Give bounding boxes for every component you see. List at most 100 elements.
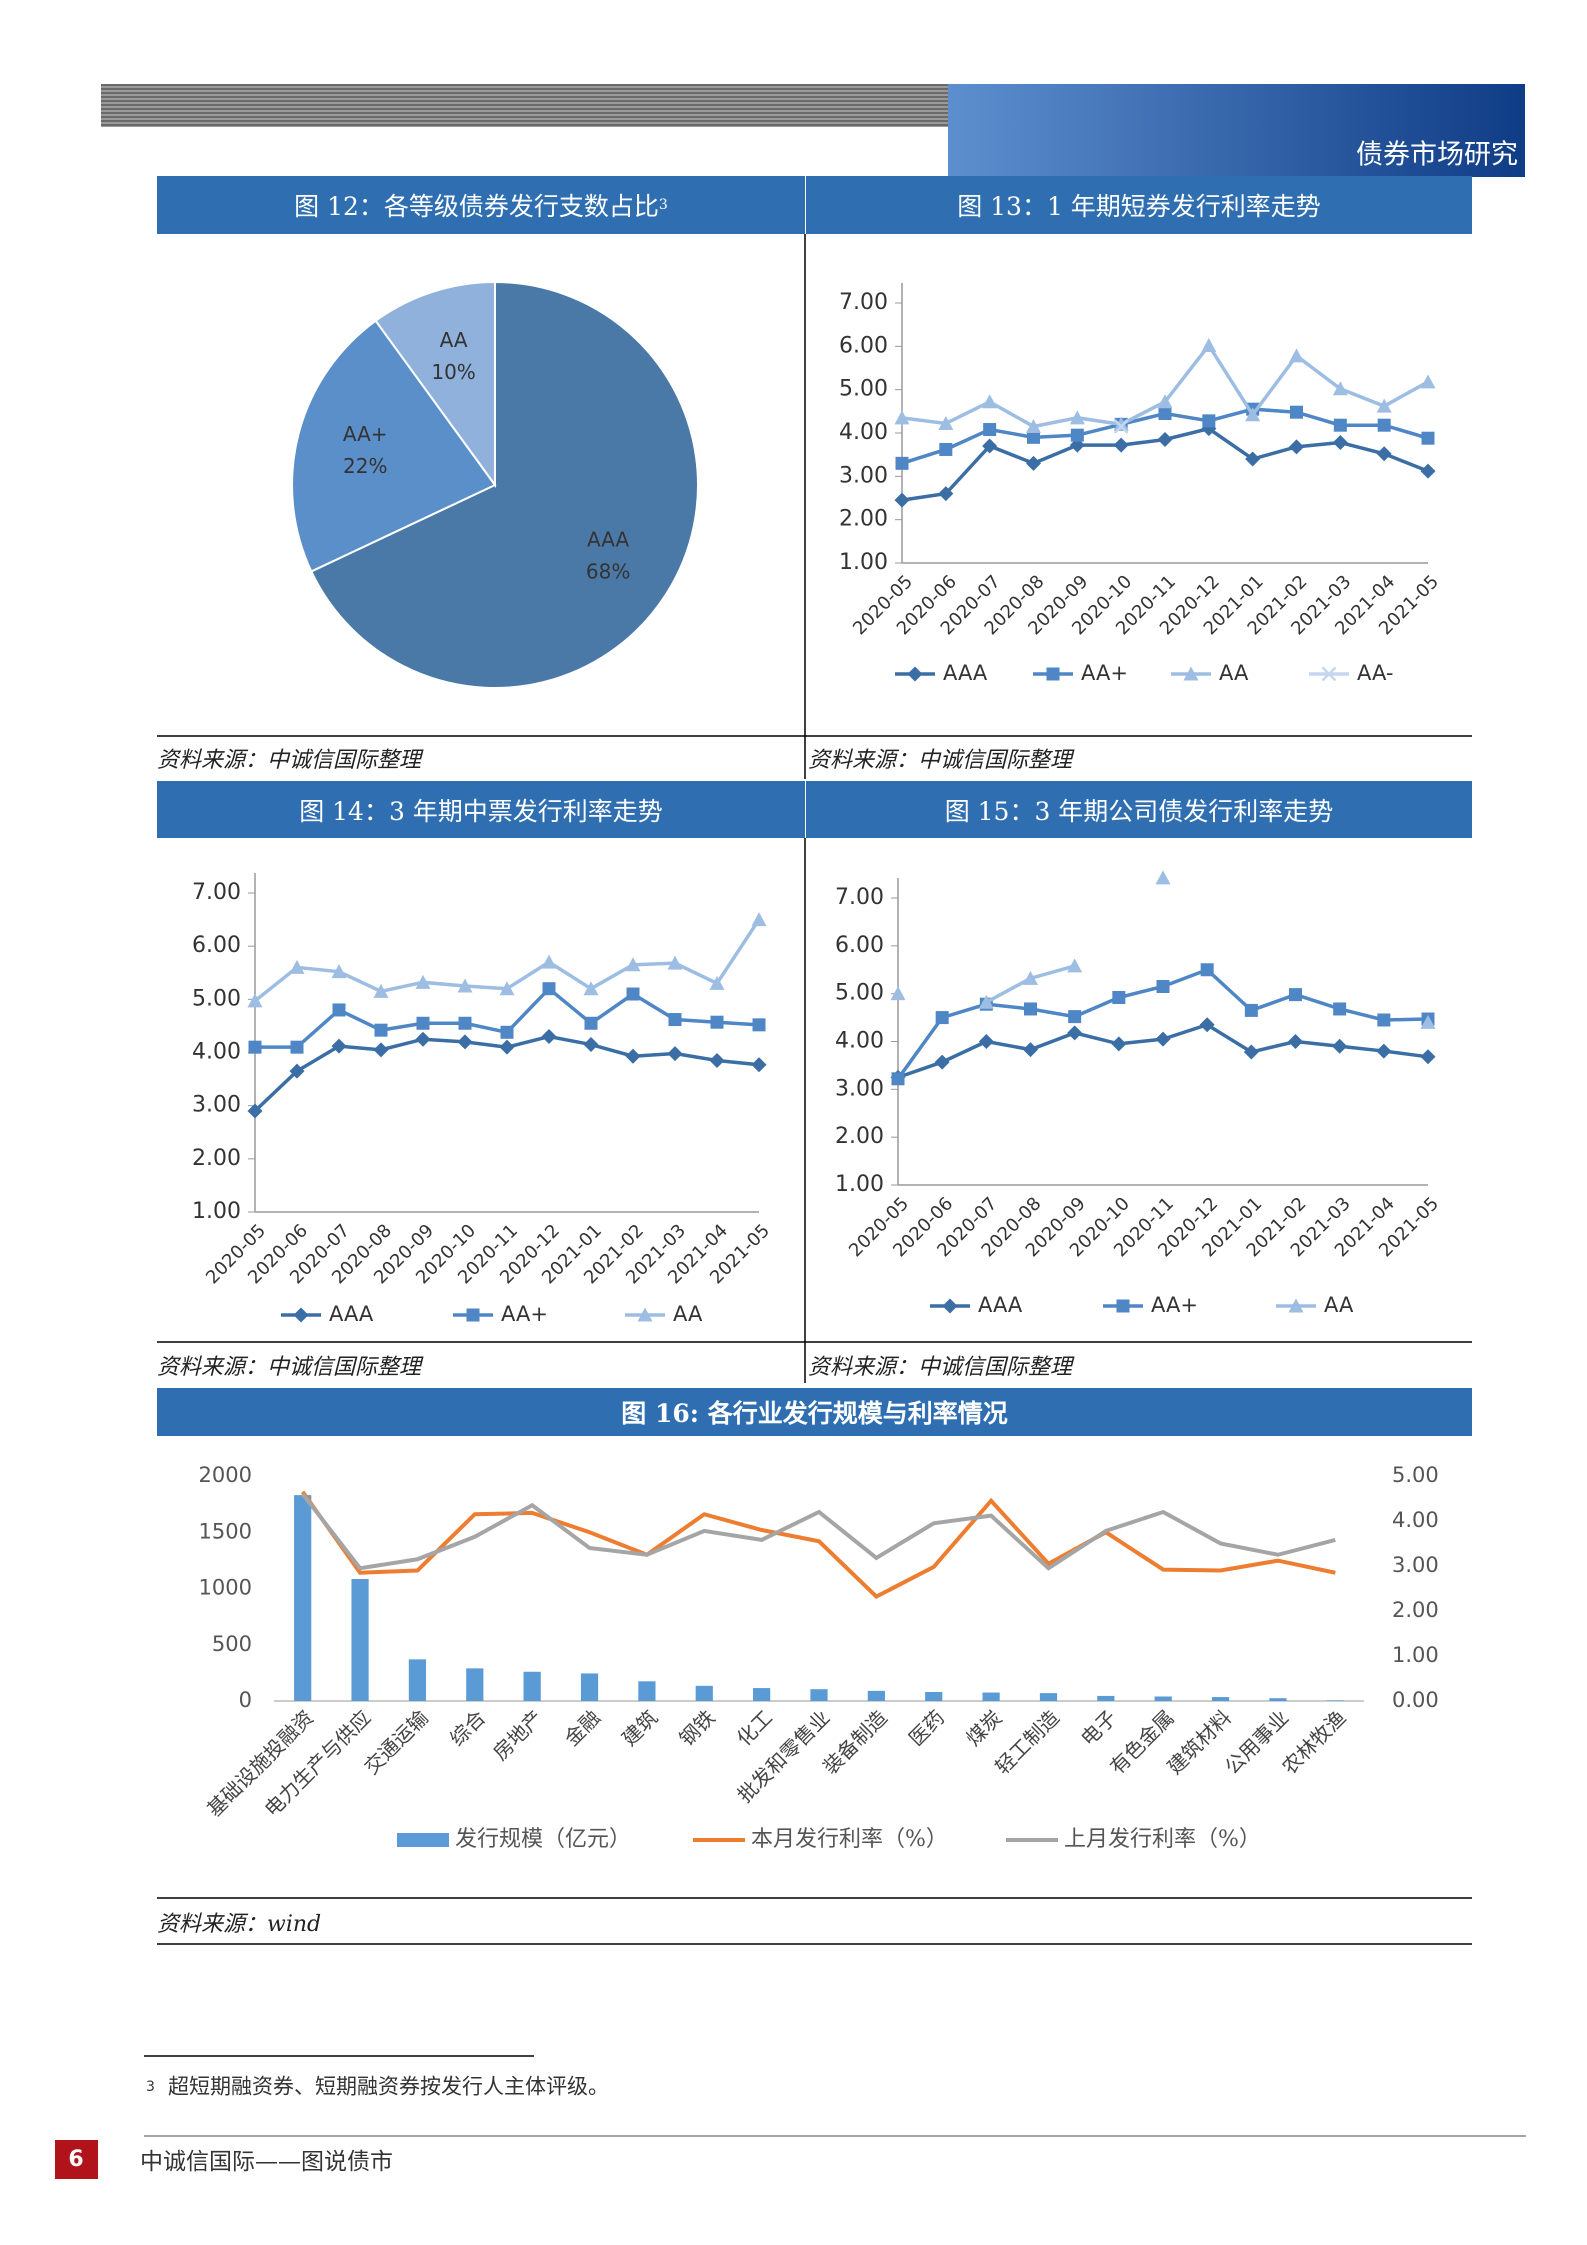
footnote-number: 3 [146, 2079, 155, 2095]
y-tick-label: 3.00 [839, 463, 888, 488]
point [247, 993, 263, 1008]
y-tick-label: 0 [239, 1688, 252, 1712]
x-tick-label: 电子 [1076, 1705, 1121, 1750]
y-tick-label: 1000 [199, 1576, 252, 1600]
legend-label: AAA [978, 1293, 1023, 1317]
point [1243, 1044, 1259, 1060]
bar [351, 1578, 369, 1701]
point [247, 1103, 263, 1119]
point [751, 1057, 767, 1073]
x-tick-label: 建筑 [617, 1705, 662, 1750]
y-tick-label: 1500 [199, 1519, 252, 1543]
point [983, 423, 997, 437]
point [1112, 990, 1126, 1004]
point [1332, 435, 1348, 451]
y-tick-label: 1.00 [839, 550, 888, 575]
bar [638, 1681, 656, 1701]
point [668, 1013, 682, 1027]
y-tick-label: 5.00 [839, 377, 888, 402]
point [583, 1037, 599, 1053]
y-tick-label: 3.00 [835, 1076, 884, 1101]
x-tick-label: 农林牧渔 [1277, 1705, 1351, 1779]
point [584, 1016, 598, 1030]
point [1201, 337, 1217, 352]
point [1067, 1025, 1083, 1041]
bar [580, 1673, 599, 1701]
point [415, 1031, 431, 1047]
y-tick-label: 5.00 [192, 986, 241, 1011]
point [895, 456, 909, 470]
x-tick-label: 金融 [560, 1705, 605, 1750]
legend-label: AA+ [501, 1302, 548, 1326]
slice-label: AA [440, 328, 468, 352]
point [457, 978, 473, 993]
y-tick-label: 2.00 [192, 1146, 241, 1171]
point [894, 410, 910, 425]
point [1113, 416, 1129, 431]
point [542, 982, 556, 996]
pie-slice [374, 280, 496, 489]
y-tick-label: 6.00 [835, 933, 884, 958]
y2-tick-label: 5.00 [1392, 1463, 1439, 1487]
y-tick-label: 6.00 [192, 933, 241, 958]
point [331, 964, 347, 979]
slice-value: 22% [343, 454, 387, 478]
bar [294, 1495, 312, 1701]
bar [753, 1688, 771, 1701]
point [1067, 958, 1083, 973]
bar [1039, 1693, 1058, 1701]
x-tick-label: 煤炭 [961, 1705, 1006, 1750]
legend-label: AA+ [1151, 1293, 1198, 1317]
point [625, 957, 641, 972]
point [1070, 428, 1084, 442]
y-tick-label: 2.00 [839, 507, 888, 532]
bar [523, 1671, 541, 1701]
point [1377, 418, 1391, 432]
point [1155, 870, 1171, 885]
point [709, 975, 725, 990]
point [457, 1034, 473, 1050]
point [710, 1015, 724, 1029]
point [1157, 394, 1173, 409]
header-banner [948, 84, 1525, 177]
point [500, 1025, 514, 1039]
source: 资料来源：中诚信国际整理 [808, 748, 1073, 773]
legend-marker [1321, 666, 1337, 682]
legend-label: AAA [329, 1302, 374, 1326]
header-title: 债券市场研究 [1356, 140, 1518, 171]
x-tick-label: 医药 [904, 1705, 949, 1750]
frame [144, 234, 1526, 2137]
point [1289, 988, 1302, 1002]
point [1377, 1013, 1391, 1027]
point [499, 981, 515, 996]
point [1026, 419, 1041, 433]
slice-label: AA+ [343, 422, 388, 446]
point [1156, 979, 1170, 993]
point [289, 959, 305, 974]
point [1420, 463, 1436, 479]
figure-title: 图 13：1 年期短券发行利率走势 [806, 176, 1472, 234]
y2-tick-label: 3.00 [1392, 1553, 1439, 1577]
point [1245, 407, 1261, 422]
point [890, 986, 906, 1001]
y-tick-label: 4.00 [835, 1029, 884, 1054]
point [626, 987, 640, 1001]
point [894, 492, 910, 508]
legend-marker [907, 666, 923, 682]
x-tick-label: 轻工制造 [990, 1705, 1064, 1779]
legend-label: AAA [943, 661, 988, 685]
footer-text: 中诚信国际——图说债市 [140, 2149, 393, 2175]
point [891, 1072, 905, 1086]
point [1113, 419, 1129, 434]
bar [982, 1692, 1000, 1701]
point [1200, 963, 1214, 977]
slice-value: 10% [431, 360, 475, 384]
legend-label: AA+ [1081, 661, 1128, 685]
point [1245, 451, 1261, 467]
point [939, 442, 953, 456]
point [1024, 1002, 1037, 1016]
point [1420, 1014, 1436, 1029]
header-stripes [101, 84, 951, 127]
